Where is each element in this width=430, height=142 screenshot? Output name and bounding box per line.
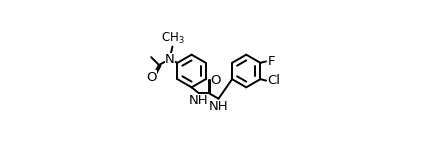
Text: NH: NH — [189, 94, 209, 107]
Text: CH$_3$: CH$_3$ — [161, 31, 184, 46]
Text: Cl: Cl — [267, 74, 280, 87]
Text: N: N — [165, 53, 175, 66]
Text: O: O — [211, 74, 221, 87]
Text: NH: NH — [209, 100, 228, 113]
Text: F: F — [267, 55, 275, 68]
Text: O: O — [146, 71, 157, 83]
Text: O: O — [139, 43, 150, 56]
